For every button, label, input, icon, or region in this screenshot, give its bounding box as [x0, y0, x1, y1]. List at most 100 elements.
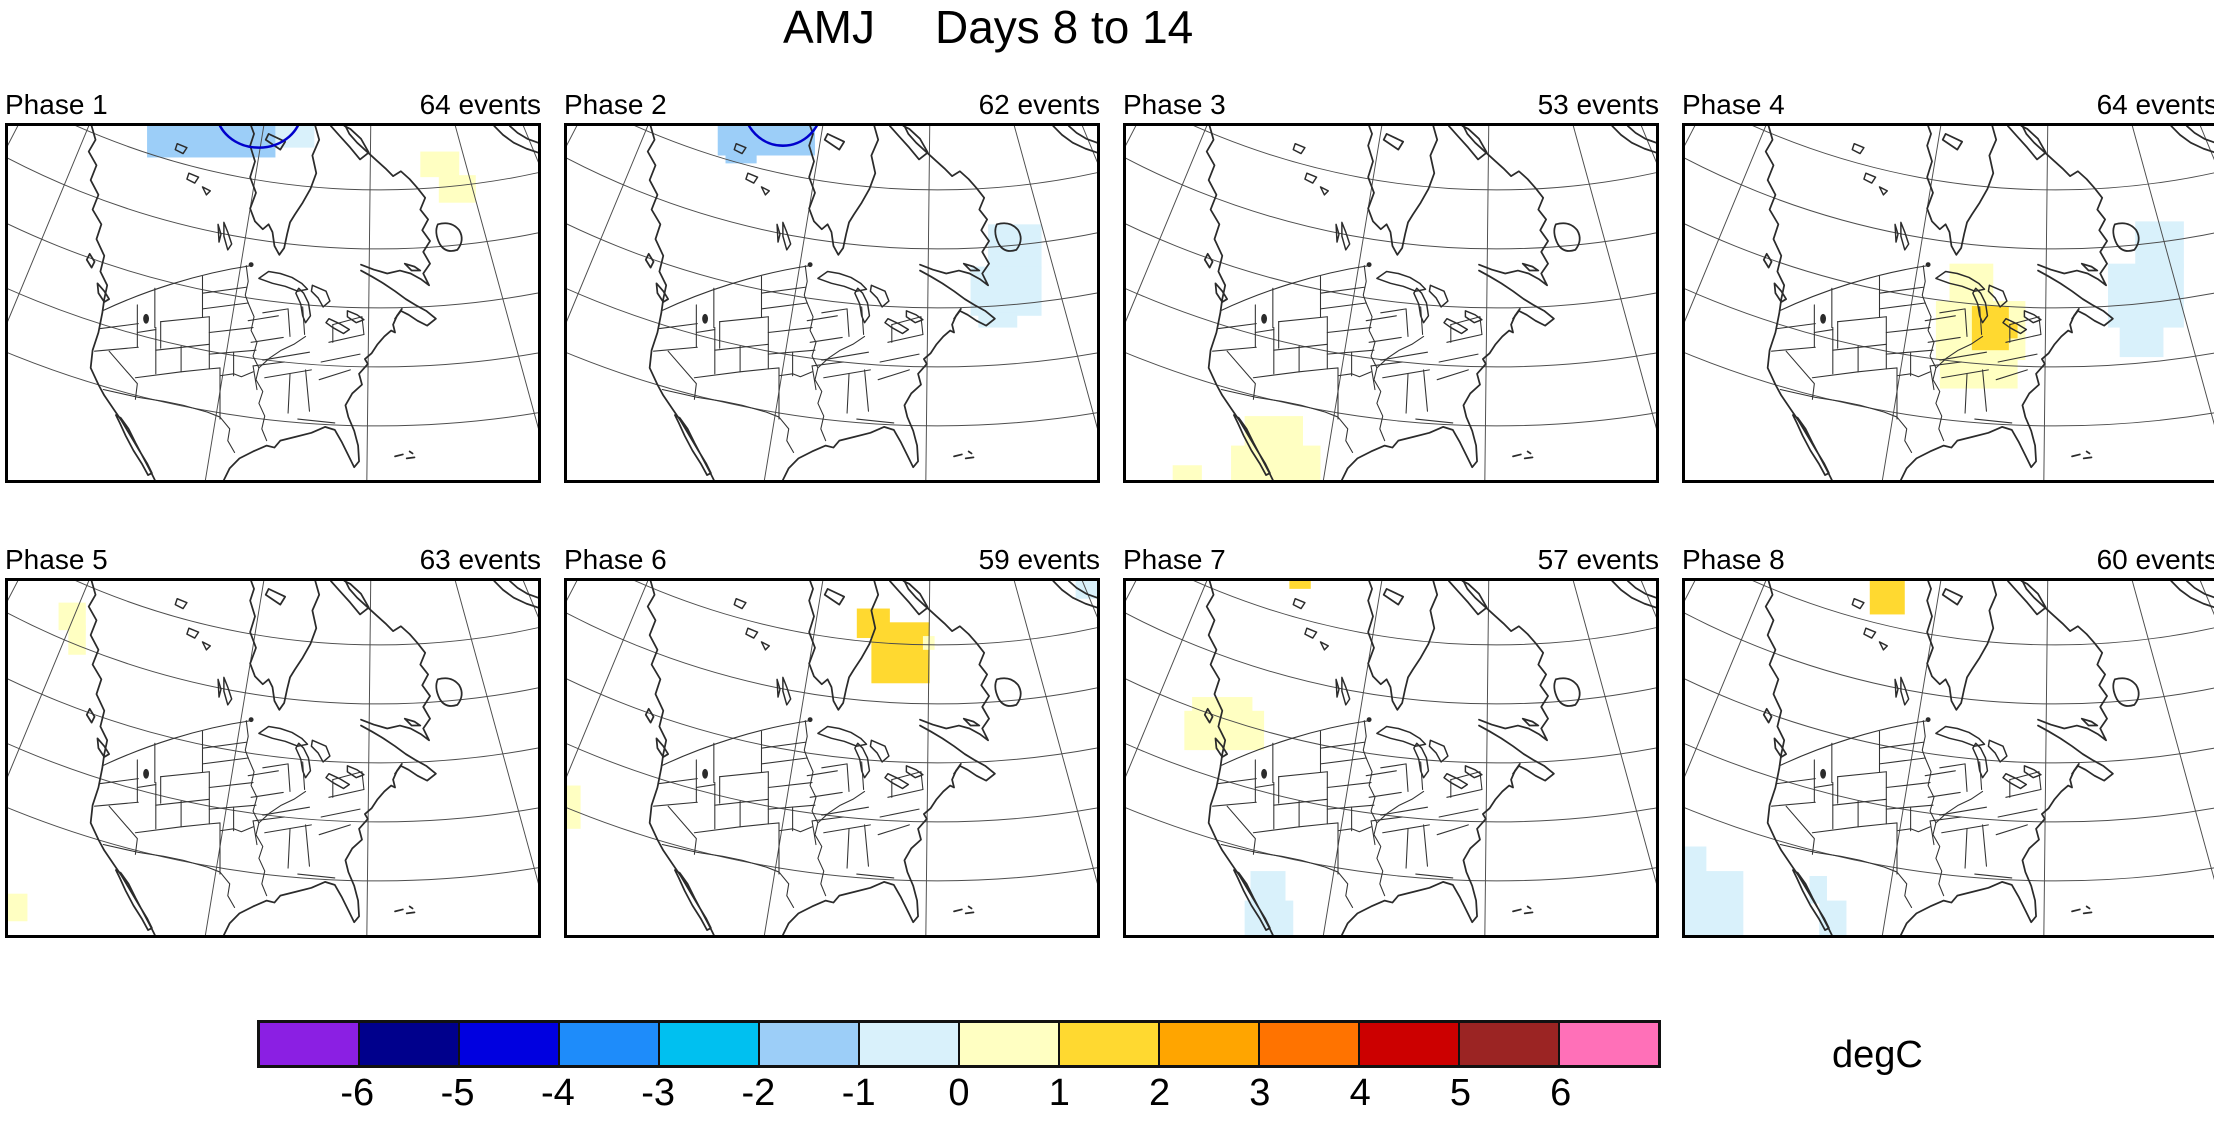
- panel-events-count: 60 events: [2096, 544, 2214, 575]
- colorbar-cell: [1260, 1023, 1360, 1065]
- colorbar-units-label: degC: [1832, 1034, 1923, 1076]
- colorbar-tick: 5: [1449, 1072, 1471, 1114]
- panel-label: Phase 8: [1682, 544, 1785, 575]
- panel-events-count: 62 events: [978, 89, 1100, 120]
- contour-lines: [747, 126, 819, 147]
- anomaly-patch: [1869, 581, 1905, 615]
- panel-label: Phase 7: [1123, 544, 1226, 575]
- colorbar-tick: -2: [741, 1072, 776, 1114]
- colorbar-cell: [860, 1023, 960, 1065]
- panel-label: Phase 1: [5, 89, 108, 120]
- panel-label: Phase 5: [5, 544, 108, 575]
- map-phase-7: [1123, 578, 1659, 938]
- anomaly-patch: [420, 151, 460, 178]
- panel-phase-7: Phase 7 57 events: [1123, 543, 1659, 938]
- panel-phase-1: Phase 1 64 events: [5, 88, 541, 483]
- map-svg: [1685, 126, 2214, 480]
- panel-label: Phase 2: [564, 89, 667, 120]
- map-svg: [567, 581, 1097, 935]
- anomaly-patch: [1685, 846, 1707, 876]
- panel-phase-3: Phase 3 53 events: [1123, 88, 1659, 483]
- map-svg: [1126, 581, 1656, 935]
- panel-phase-4: Phase 4 64 events: [1682, 88, 2214, 483]
- colorbar-cell: [1060, 1023, 1160, 1065]
- panel-events-count: 59 events: [978, 544, 1100, 575]
- anomaly-patch: [2108, 263, 2184, 328]
- anomaly-patch: [567, 785, 581, 829]
- colorbar-tick: 1: [1048, 1072, 1070, 1114]
- colorbar-cell: [560, 1023, 660, 1065]
- panel-events-count: 53 events: [1537, 89, 1659, 120]
- map-phase-3: [1123, 123, 1659, 483]
- map-svg: [567, 126, 1097, 480]
- anomaly-patch: [2119, 322, 2164, 358]
- colorbar-cell: [460, 1023, 560, 1065]
- colorbar-cell: [760, 1023, 860, 1065]
- map-phase-4: [1682, 123, 2214, 483]
- anomaly-patch: [2135, 221, 2184, 269]
- colorbar-cell: [1560, 1023, 1658, 1065]
- title-period: Days 8 to 14: [935, 1, 1194, 53]
- anomaly-patch: [1231, 445, 1321, 480]
- panel-phase-2: Phase 2 62 events: [564, 88, 1100, 483]
- colorbar-cell: [360, 1023, 460, 1065]
- anomaly-patches: [147, 126, 476, 203]
- panel-label: Phase 6: [564, 544, 667, 575]
- map-phase-6: [564, 578, 1100, 938]
- colorbar-cells: [257, 1020, 1661, 1068]
- anomaly-patch: [1971, 305, 2009, 351]
- panel-label: Phase 3: [1123, 89, 1226, 120]
- panel-events-count: 63 events: [419, 544, 541, 575]
- panel-events-count: 57 events: [1537, 544, 1659, 575]
- anomaly-patch: [68, 625, 86, 655]
- figure-title: AMJ Days 8 to 14: [783, 0, 1193, 54]
- anomaly-patch: [1809, 876, 1827, 904]
- panel-phase-8: Phase 8 60 events: [1682, 543, 2214, 938]
- anomaly-patch: [147, 126, 276, 158]
- contour-lines: [218, 126, 300, 149]
- map-svg: [1685, 581, 2214, 935]
- negative-anomaly-contour: [218, 126, 300, 149]
- panel-phase-6: Phase 6 59 events: [564, 543, 1100, 938]
- anomaly-patch: [725, 151, 757, 164]
- colorbar-cell: [960, 1023, 1060, 1065]
- anomaly-patches: [717, 126, 1042, 328]
- anomaly-patches: [1685, 581, 1905, 935]
- anomaly-patch: [1289, 581, 1311, 589]
- anomaly-patch: [8, 893, 28, 922]
- colorbar-cell: [260, 1023, 360, 1065]
- map-phase-1: [5, 123, 541, 483]
- colorbar: -6 -5 -4 -3 -2 -1 0 1 2 3 4 5 6: [257, 1020, 1661, 1120]
- anomaly-patch: [1250, 871, 1286, 906]
- map-svg: [8, 581, 538, 935]
- title-season: AMJ: [783, 1, 875, 53]
- colorbar-cell: [1460, 1023, 1560, 1065]
- colorbar-tick: 2: [1148, 1072, 1171, 1114]
- colorbar-tick: -6: [340, 1072, 375, 1114]
- anomaly-patch: [2006, 322, 2018, 339]
- panel-label: Phase 4: [1682, 89, 1785, 120]
- map-phase-2: [564, 123, 1100, 483]
- map-svg: [1126, 126, 1656, 480]
- panel-phase-5: Phase 5 63 events: [5, 543, 541, 938]
- panel-events-count: 64 events: [2096, 89, 2214, 120]
- colorbar-tick: 4: [1349, 1072, 1371, 1114]
- colorbar-tick: 6: [1550, 1072, 1572, 1114]
- colorbar-tick: 3: [1249, 1072, 1271, 1114]
- map-phase-8: [1682, 578, 2214, 938]
- anomaly-patch: [1685, 871, 1744, 935]
- colorbar-tick: 0: [948, 1072, 970, 1114]
- colorbar-cell: [660, 1023, 760, 1065]
- panel-events-count: 64 events: [419, 89, 541, 120]
- colorbar-tick: -5: [440, 1072, 475, 1114]
- map-svg: [8, 126, 538, 480]
- colorbar-cell: [1160, 1023, 1260, 1065]
- anomaly-patch: [871, 622, 930, 684]
- anomaly-patch: [1172, 465, 1202, 480]
- anomaly-patches: [1935, 221, 2184, 389]
- anomaly-patches: [1184, 581, 1311, 935]
- colorbar-tick: -1: [841, 1072, 876, 1114]
- anomaly-patches: [8, 602, 86, 922]
- colorbar-cell: [1360, 1023, 1460, 1065]
